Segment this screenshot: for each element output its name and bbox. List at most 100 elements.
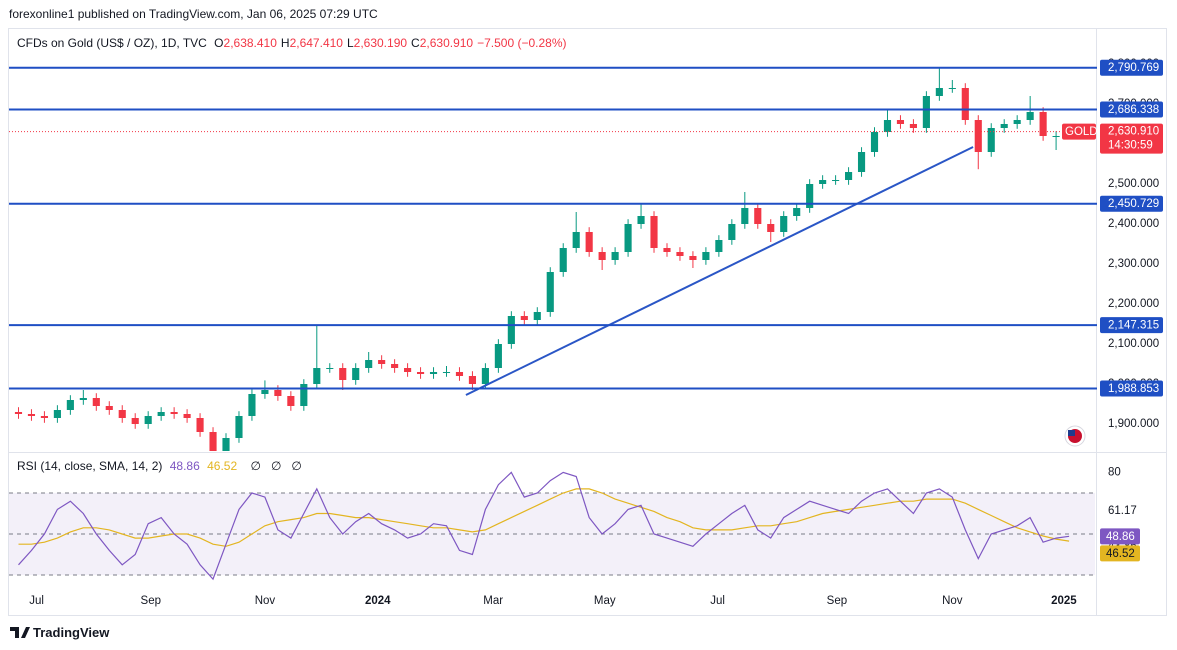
- candle-body: [378, 360, 386, 364]
- x-tick-label: 2025: [1051, 595, 1077, 607]
- tradingview-logo: [10, 627, 30, 638]
- candle-body: [300, 384, 308, 406]
- price-label-bg: [1100, 123, 1163, 154]
- candle-body: [663, 248, 671, 252]
- candle-body: [780, 216, 788, 232]
- candle-body: [416, 372, 425, 374]
- candle-body: [157, 412, 165, 416]
- rsi-sma-current: 46.52: [207, 459, 238, 473]
- candle-body: [468, 376, 477, 384]
- candle-body: [196, 418, 204, 432]
- candle-body: [365, 360, 373, 368]
- candle-body: [222, 438, 230, 451]
- x-tick-label: May: [594, 595, 616, 607]
- candle-body: [40, 416, 48, 418]
- candle-body: [442, 372, 451, 373]
- level-label: 1,988.853: [1108, 383, 1159, 395]
- candle-body: [1052, 136, 1060, 137]
- candle-body: [313, 368, 321, 384]
- symbol-tag: GOLD: [1065, 126, 1098, 138]
- rsi-value-label: 48.86: [1106, 531, 1135, 543]
- candle-body: [961, 88, 969, 120]
- legend-icon: ∅: [291, 459, 302, 473]
- rsi-tick-label: 80: [1108, 466, 1121, 478]
- candle-body: [896, 120, 905, 124]
- candle-body: [105, 406, 113, 410]
- candle-body: [832, 180, 840, 181]
- candle-body: [819, 180, 827, 184]
- flag-icon: [1064, 425, 1086, 447]
- symbol-tag-bg: [1062, 123, 1096, 140]
- level-label: 2,686.338: [1108, 104, 1159, 116]
- ohlc-value: 2,630.910: [419, 36, 474, 50]
- level-label: 2,450.729: [1108, 198, 1159, 210]
- candle-body: [1026, 112, 1034, 120]
- rsi-sma-line: [18, 488, 1070, 547]
- candle-body: [248, 394, 256, 416]
- x-tick-label: Mar: [483, 595, 503, 607]
- ohlc-item: C2,630.910: [411, 36, 473, 50]
- x-tick-label: Sep: [827, 595, 847, 607]
- rsi-value-label: 46.52: [1106, 548, 1135, 560]
- ohlc-letter: H: [280, 36, 290, 50]
- y-tick-label: 2,500.000: [1108, 178, 1159, 190]
- candle-body: [14, 412, 23, 414]
- x-tick-label: Nov: [942, 595, 963, 607]
- x-tick-label: Nov: [255, 595, 276, 607]
- candle-body: [1013, 120, 1021, 124]
- y-tick-label: 2,100.000: [1108, 338, 1159, 350]
- published-line: forexonline1 published on TradingView.co…: [9, 7, 378, 21]
- rsi-title: RSI (14, close, SMA, 14, 2): [17, 459, 163, 473]
- rsi-value-label-bg: [1100, 545, 1140, 562]
- candle-body: [326, 368, 334, 369]
- candle-body: [27, 414, 36, 416]
- candle-body: [118, 410, 126, 418]
- ohlc-value: 2,647.410: [289, 36, 343, 50]
- rsi-pane: [9, 471, 1095, 581]
- candle-body: [404, 368, 412, 372]
- candle-body: [650, 216, 658, 248]
- ohlc-item: H2,647.410: [281, 36, 343, 50]
- candle-body: [79, 398, 87, 400]
- candle-body: [494, 344, 502, 368]
- candle-body: [922, 96, 930, 128]
- legend-icon: ∅: [270, 459, 282, 473]
- candle-body: [455, 372, 464, 376]
- candle-body: [676, 252, 684, 256]
- candle-body: [559, 248, 567, 272]
- change: −7.500 (−0.28%): [477, 36, 567, 50]
- candle-body: [1000, 124, 1008, 128]
- y-tick-label: 2,200.000: [1108, 298, 1159, 310]
- countdown: 14:30:59: [1108, 140, 1153, 152]
- candle-body: [66, 400, 74, 410]
- legend-icon: ∅: [250, 459, 261, 473]
- candle-body: [183, 414, 191, 418]
- candle-body: [144, 416, 152, 424]
- candle-body: [235, 416, 243, 438]
- candle-body: [767, 224, 775, 232]
- level-label-bg: [1100, 380, 1163, 397]
- price-pane: [14, 68, 1073, 451]
- candle-body: [715, 240, 723, 252]
- x-tick-label: Jul: [710, 595, 725, 607]
- ohlc-letter: O: [214, 36, 224, 50]
- price-legend: CFDs on Gold (US$ / OZ), 1D, TVC O2,638.…: [17, 36, 571, 50]
- ohlc-letter: C: [411, 36, 420, 50]
- candle-body: [209, 432, 217, 451]
- x-tick-label: Sep: [141, 595, 161, 607]
- ohlc-value: 2,638.410: [223, 36, 277, 50]
- candle-body: [857, 152, 866, 172]
- candle-body: [391, 364, 399, 368]
- level-label: 2,790.769: [1108, 62, 1159, 74]
- candle-body: [702, 252, 710, 260]
- rsi-value-label-bg: [1100, 528, 1140, 545]
- level-label-bg: [1100, 195, 1163, 212]
- candle-body: [793, 208, 801, 216]
- y-tick-label: 2,400.000: [1108, 218, 1159, 230]
- candle-body: [261, 390, 269, 394]
- candle-body: [274, 390, 282, 396]
- candle-body: [909, 124, 917, 128]
- candle-body: [429, 372, 438, 374]
